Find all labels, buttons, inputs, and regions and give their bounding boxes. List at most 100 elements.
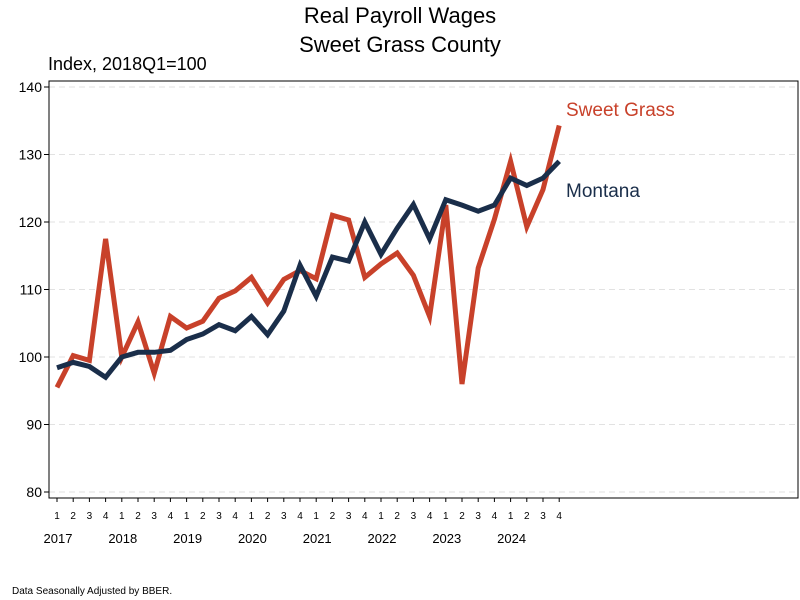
data-point-montana bbox=[460, 203, 464, 207]
data-point-montana bbox=[120, 355, 124, 359]
data-point-montana bbox=[71, 360, 75, 364]
data-point-sweet-grass bbox=[168, 315, 172, 319]
data-point-montana bbox=[55, 366, 59, 370]
data-point-sweet-grass bbox=[266, 301, 270, 305]
x-tick-label-quarter: 3 bbox=[87, 511, 93, 522]
data-point-sweet-grass bbox=[217, 296, 221, 300]
data-point-montana bbox=[395, 226, 399, 230]
y-tick-label: 110 bbox=[20, 282, 43, 298]
data-point-sweet-grass bbox=[136, 320, 140, 324]
x-tick-label-quarter: 1 bbox=[378, 511, 384, 522]
data-point-sweet-grass bbox=[330, 213, 334, 217]
data-point-sweet-grass bbox=[185, 326, 189, 330]
data-point-sweet-grass bbox=[233, 289, 237, 293]
data-point-montana bbox=[185, 337, 189, 341]
data-point-sweet-grass bbox=[492, 217, 496, 221]
x-tick-label-quarter: 3 bbox=[216, 511, 222, 522]
data-point-montana bbox=[298, 263, 302, 267]
chart-title-line2: Sweet Grass County bbox=[299, 32, 501, 57]
y-tick-label: 130 bbox=[19, 147, 43, 163]
data-point-sweet-grass bbox=[282, 277, 286, 281]
series-label-sweet-grass: Sweet Grass bbox=[566, 100, 675, 121]
x-tick-label-quarter: 1 bbox=[184, 511, 190, 522]
x-tick-label-quarter: 2 bbox=[135, 511, 141, 522]
data-point-montana bbox=[266, 333, 270, 337]
x-tick-label-quarter: 1 bbox=[249, 511, 255, 522]
series-label-montana: Montana bbox=[566, 181, 640, 202]
x-tick-label-quarter: 3 bbox=[281, 511, 287, 522]
data-point-montana bbox=[557, 159, 561, 163]
x-tick-label-quarter: 3 bbox=[346, 511, 352, 522]
data-point-sweet-grass bbox=[55, 385, 59, 389]
x-tick-label-quarter: 2 bbox=[200, 511, 206, 522]
data-point-montana bbox=[168, 348, 172, 352]
x-tick-label-quarter: 3 bbox=[411, 511, 417, 522]
data-point-sweet-grass bbox=[557, 123, 561, 127]
data-point-montana bbox=[136, 350, 140, 354]
data-point-montana bbox=[492, 203, 496, 207]
y-tick-label: 90 bbox=[26, 417, 42, 433]
data-point-sweet-grass bbox=[541, 188, 545, 192]
footnote: Data Seasonally Adjusted by BBER. bbox=[12, 586, 172, 597]
x-tick-label-quarter: 2 bbox=[265, 511, 271, 522]
y-axis: 80 90 100 110 120 130 140 bbox=[19, 79, 49, 500]
y-axis-label: Index, 2018Q1=100 bbox=[48, 54, 207, 74]
x-tick-label-year: 2021 bbox=[303, 531, 332, 546]
gridlines bbox=[49, 86, 798, 493]
x-tick-label-quarter: 3 bbox=[475, 511, 481, 522]
data-point-sweet-grass bbox=[298, 269, 302, 273]
series-line-sweet-grass bbox=[54, 124, 562, 389]
data-point-montana bbox=[217, 323, 221, 327]
x-tick-label-quarter: 4 bbox=[427, 511, 433, 522]
data-point-montana bbox=[104, 375, 108, 379]
data-point-sweet-grass bbox=[249, 275, 253, 279]
x-tick-label-quarter: 2 bbox=[394, 511, 400, 522]
x-tick-label-quarter: 4 bbox=[168, 511, 174, 522]
x-tick-label-year: 2022 bbox=[368, 531, 397, 546]
data-point-sweet-grass bbox=[525, 225, 529, 229]
x-tick-label-year: 2020 bbox=[238, 531, 267, 546]
x-tick-label-quarter: 2 bbox=[459, 511, 465, 522]
data-point-montana bbox=[347, 259, 351, 263]
data-point-sweet-grass bbox=[71, 354, 75, 358]
y-tick-label: 120 bbox=[19, 214, 43, 230]
data-point-montana bbox=[87, 364, 91, 368]
data-point-montana bbox=[379, 252, 383, 256]
x-tick-label-quarter: 3 bbox=[540, 511, 546, 522]
data-point-montana bbox=[541, 176, 545, 180]
x-tick-label-quarter: 4 bbox=[556, 511, 562, 522]
data-point-sweet-grass bbox=[363, 275, 367, 279]
chart-title-line1: Real Payroll Wages bbox=[304, 3, 496, 28]
x-tick-label-quarter: 3 bbox=[151, 511, 157, 522]
data-point-montana bbox=[330, 255, 334, 259]
data-point-sweet-grass bbox=[509, 159, 513, 163]
data-point-sweet-grass bbox=[104, 237, 108, 241]
data-point-sweet-grass bbox=[476, 266, 480, 270]
y-tick-label: 80 bbox=[26, 484, 42, 500]
x-tick-label-quarter: 4 bbox=[103, 511, 109, 522]
data-point-montana bbox=[428, 237, 432, 241]
data-point-montana bbox=[152, 350, 156, 354]
y-tick-label: 140 bbox=[19, 79, 43, 95]
data-point-montana bbox=[476, 209, 480, 213]
x-tick-label-quarter: 1 bbox=[313, 511, 319, 522]
x-tick-label-year: 2017 bbox=[44, 531, 73, 546]
x-tick-label-year: 2019 bbox=[173, 531, 202, 546]
data-point-sweet-grass bbox=[395, 251, 399, 255]
x-tick-label-quarter: 1 bbox=[508, 511, 514, 522]
x-tick-label-quarter: 2 bbox=[330, 511, 336, 522]
data-point-sweet-grass bbox=[428, 315, 432, 319]
x-tick-label-quarter: 4 bbox=[232, 511, 238, 522]
data-point-sweet-grass bbox=[152, 371, 156, 375]
data-point-sweet-grass bbox=[87, 358, 91, 362]
y-tick-label: 100 bbox=[19, 349, 43, 365]
data-point-sweet-grass bbox=[314, 277, 318, 281]
data-point-montana bbox=[314, 294, 318, 298]
data-point-montana bbox=[201, 332, 205, 336]
series-lines bbox=[54, 123, 562, 389]
series-line-montana bbox=[56, 159, 561, 381]
x-tick-label-quarter: 2 bbox=[70, 511, 76, 522]
x-tick-label-quarter: 2 bbox=[524, 511, 530, 522]
